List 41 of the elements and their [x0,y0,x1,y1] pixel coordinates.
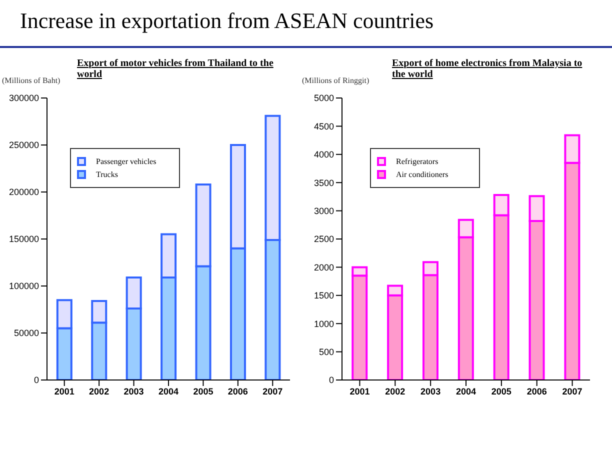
y-tick-label: 250000 [8,140,39,150]
y-tick-label: 3500 [314,178,334,188]
text: Increase in exportation from ASEAN countries [20,8,434,34]
y-tick-label: 50000 [14,328,39,338]
y-tick-label: 2000 [314,262,334,272]
y-tick-label: 100000 [8,281,39,292]
x-tick-label: 2002 [89,386,110,396]
y-axis-title: (Millions of Baht) [2,76,60,85]
x-tick-label: 2005 [193,386,214,396]
y-tick-label: 4500 [314,121,334,132]
x-tick-label: 2005 [491,386,512,396]
x-tick-label: 2004 [158,386,179,396]
y-tick-label: 0 [328,375,334,386]
y-tick-label: 0 [34,375,39,386]
y-tick-label: 150000 [8,234,39,244]
x-tick-label: 2003 [420,386,441,396]
x-tick-label: 2007 [562,386,582,396]
legend-label: Air conditioners [396,170,448,179]
chart-title: Export of home electronics from Malaysia to the world [392,58,584,80]
y-tick-label: 1000 [314,318,334,329]
y-tick-label: 1500 [314,290,334,301]
legend-label: Trucks [96,170,118,179]
x-tick-label: 2001 [350,386,370,396]
y-tick-label: 5000 [314,93,334,104]
legend-label: Refrigerators [396,157,438,166]
y-axis-title: (Millions of Ringgit) [302,76,370,85]
x-tick-label: 2006 [228,386,248,396]
chart-title: Export of motor vehicles from Thailand to the world [77,58,274,80]
y-tick-label: 200000 [8,187,39,198]
legend-label: Passenger vehicles [96,157,156,166]
x-tick-label: 2001 [54,386,74,396]
y-tick-label: 2500 [314,234,334,244]
y-tick-label: 4000 [314,150,334,160]
y-tick-label: 3000 [314,206,334,216]
y-tick-label: 300000 [8,93,39,104]
x-tick-label: 2002 [385,386,406,396]
x-tick-label: 2004 [456,386,476,396]
x-tick-label: 2006 [526,386,547,396]
x-tick-label: 2003 [124,386,144,396]
y-tick-label: 500 [318,346,334,357]
x-tick-label: 2007 [262,386,283,396]
